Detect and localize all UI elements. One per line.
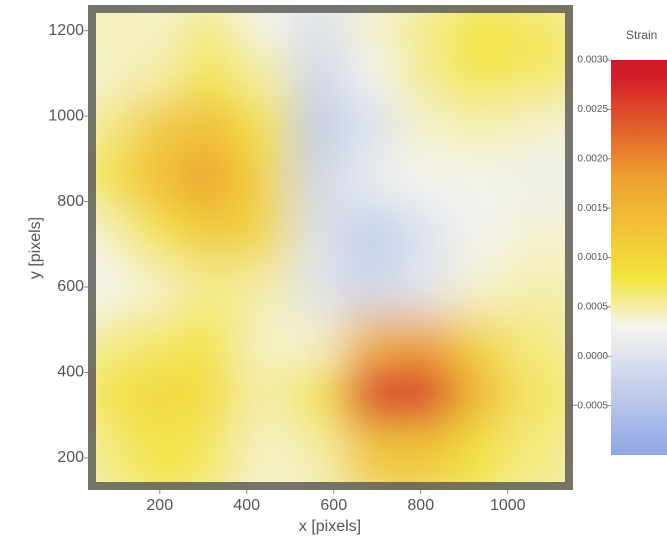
colorbar-tick-label: 0.0000 bbox=[577, 351, 608, 362]
x-tick-label: 400 bbox=[233, 497, 260, 514]
colorbar-tick-label: −0.0005 bbox=[572, 400, 609, 411]
x-tick-label: 200 bbox=[146, 497, 173, 514]
colorbar-tick-label: 0.0025 bbox=[577, 104, 608, 115]
x-tick-label: 1000 bbox=[490, 497, 526, 514]
heat-cell bbox=[506, 422, 573, 490]
y-tick-label: 600 bbox=[57, 278, 84, 295]
colorbar-tick-label: 0.0005 bbox=[577, 302, 608, 313]
colorbar-tick-label: 0.0015 bbox=[577, 203, 608, 214]
y-axis-label: y [pixels] bbox=[27, 217, 44, 279]
y-tick-label: 1200 bbox=[48, 22, 84, 39]
x-axis-label: x [pixels] bbox=[299, 518, 361, 535]
y-tick-label: 200 bbox=[57, 449, 84, 466]
cells bbox=[88, 5, 573, 490]
colorbar-tick-label: 0.0010 bbox=[577, 252, 608, 263]
colorbar-title: Strain bbox=[626, 28, 657, 42]
colorbar-tick-label: 0.0020 bbox=[577, 153, 608, 164]
y-tick-label: 1000 bbox=[48, 107, 84, 124]
y-tick-label: 400 bbox=[57, 364, 84, 381]
colorbar-tick-label: 0.0030 bbox=[577, 55, 608, 66]
x-tick-label: 600 bbox=[320, 497, 347, 514]
x-tick-label: 800 bbox=[407, 497, 434, 514]
plot-frame bbox=[88, 5, 573, 490]
colorbar bbox=[611, 60, 667, 455]
y-tick-label: 800 bbox=[57, 193, 84, 210]
heatmap bbox=[88, 5, 573, 490]
